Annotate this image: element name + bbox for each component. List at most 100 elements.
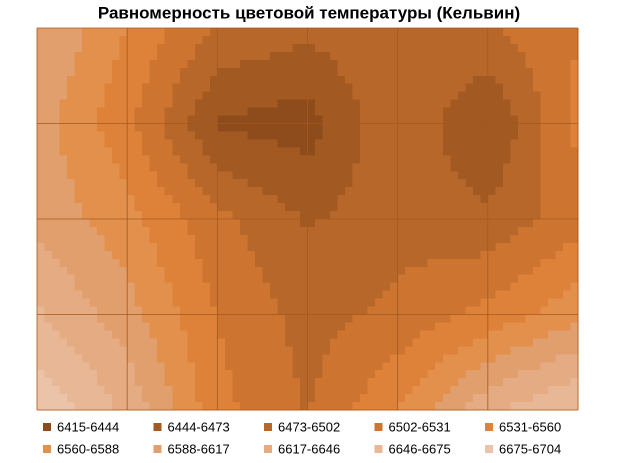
contour-cell <box>59 346 68 355</box>
contour-cell <box>254 211 264 220</box>
contour-cell <box>44 43 53 53</box>
contour-cell <box>570 155 579 164</box>
contour-cell <box>457 226 466 236</box>
contour-cell <box>562 147 572 156</box>
contour-cell <box>562 330 572 339</box>
contour-cell <box>187 370 196 379</box>
contour-cell <box>442 258 451 268</box>
contour-cell <box>202 234 211 244</box>
contour-cell <box>547 266 557 276</box>
contour-cell <box>97 123 106 133</box>
contour-cell <box>450 274 459 284</box>
contour-cell <box>179 242 188 252</box>
contour-cell <box>555 195 564 204</box>
contour-cell <box>269 28 279 37</box>
contour-cell <box>262 378 271 387</box>
contour-cell <box>164 35 173 45</box>
contour-cell <box>127 123 136 133</box>
contour-cell <box>412 258 421 268</box>
contour-cell <box>307 338 316 347</box>
contour-cell <box>382 338 391 347</box>
contour-cell <box>397 226 406 236</box>
contour-cell <box>450 386 459 395</box>
contour-cell <box>360 139 369 148</box>
contour-cell <box>375 362 384 371</box>
contour-cell <box>480 171 489 180</box>
contour-cell <box>532 290 542 300</box>
contour-cell <box>89 290 98 300</box>
contour-cell <box>322 274 331 284</box>
contour-cell <box>502 290 511 300</box>
contour-cell <box>487 378 496 387</box>
contour-cell <box>209 306 218 316</box>
contour-cell <box>330 51 339 61</box>
contour-cell <box>89 211 98 220</box>
contour-cell <box>465 83 474 93</box>
contour-cell <box>67 187 76 196</box>
contour-cell <box>510 250 519 260</box>
contour-cell <box>89 282 98 292</box>
contour-cell <box>82 274 91 284</box>
contour-cell <box>127 354 136 363</box>
contour-cell <box>495 402 504 411</box>
contour-cell <box>37 163 46 172</box>
contour-cell <box>330 195 339 204</box>
contour-cell <box>322 67 331 77</box>
contour-cell <box>547 306 557 316</box>
contour-cell <box>540 226 549 236</box>
contour-cell <box>149 51 158 61</box>
contour-cell <box>277 258 286 268</box>
contour-cell <box>172 274 181 284</box>
contour-cell <box>209 91 218 101</box>
contour-cell <box>52 171 61 180</box>
contour-cell <box>495 322 504 332</box>
contour-cell <box>74 290 83 300</box>
contour-cell <box>517 51 527 61</box>
contour-cell <box>187 330 196 339</box>
contour-cell <box>97 171 106 180</box>
contour-cell <box>472 250 481 260</box>
contour-cell <box>480 274 489 284</box>
contour-cell <box>352 171 361 180</box>
contour-cell <box>37 99 46 109</box>
contour-cell <box>540 179 549 188</box>
contour-cell <box>134 131 143 141</box>
contour-cell <box>450 362 459 371</box>
contour-cell <box>112 386 121 395</box>
contour-cell <box>44 354 53 363</box>
contour-cell <box>367 290 376 300</box>
contour-cell <box>164 203 173 212</box>
contour-cell <box>104 43 113 53</box>
contour-cell <box>292 346 301 355</box>
contour-cell <box>375 91 384 101</box>
contour-cell <box>375 330 384 339</box>
contour-cell <box>382 195 391 204</box>
contour-cell <box>472 179 481 188</box>
contour-cell <box>487 75 496 85</box>
contour-cell <box>82 282 91 292</box>
contour-cell <box>345 83 354 93</box>
contour-cell <box>390 75 399 85</box>
contour-cell <box>74 378 83 387</box>
contour-cell <box>299 35 309 45</box>
contour-cell <box>382 370 391 379</box>
contour-cell <box>397 35 406 45</box>
contour-cell <box>187 282 196 292</box>
contour-cell <box>292 187 301 196</box>
contour-cell <box>97 163 106 172</box>
contour-cell <box>570 67 579 77</box>
contour-cell <box>315 242 324 252</box>
contour-cell <box>269 75 279 85</box>
contour-cell <box>239 195 248 204</box>
contour-cell <box>262 131 271 141</box>
contour-cell <box>382 203 391 212</box>
contour-cell <box>547 83 557 93</box>
contour-cell <box>89 99 98 109</box>
contour-cell <box>149 107 158 117</box>
contour-cell <box>540 211 549 220</box>
contour-cell <box>307 115 316 125</box>
contour-cell <box>299 59 309 69</box>
contour-cell <box>420 115 429 125</box>
contour-cell <box>540 298 549 308</box>
contour-cell <box>412 107 421 117</box>
